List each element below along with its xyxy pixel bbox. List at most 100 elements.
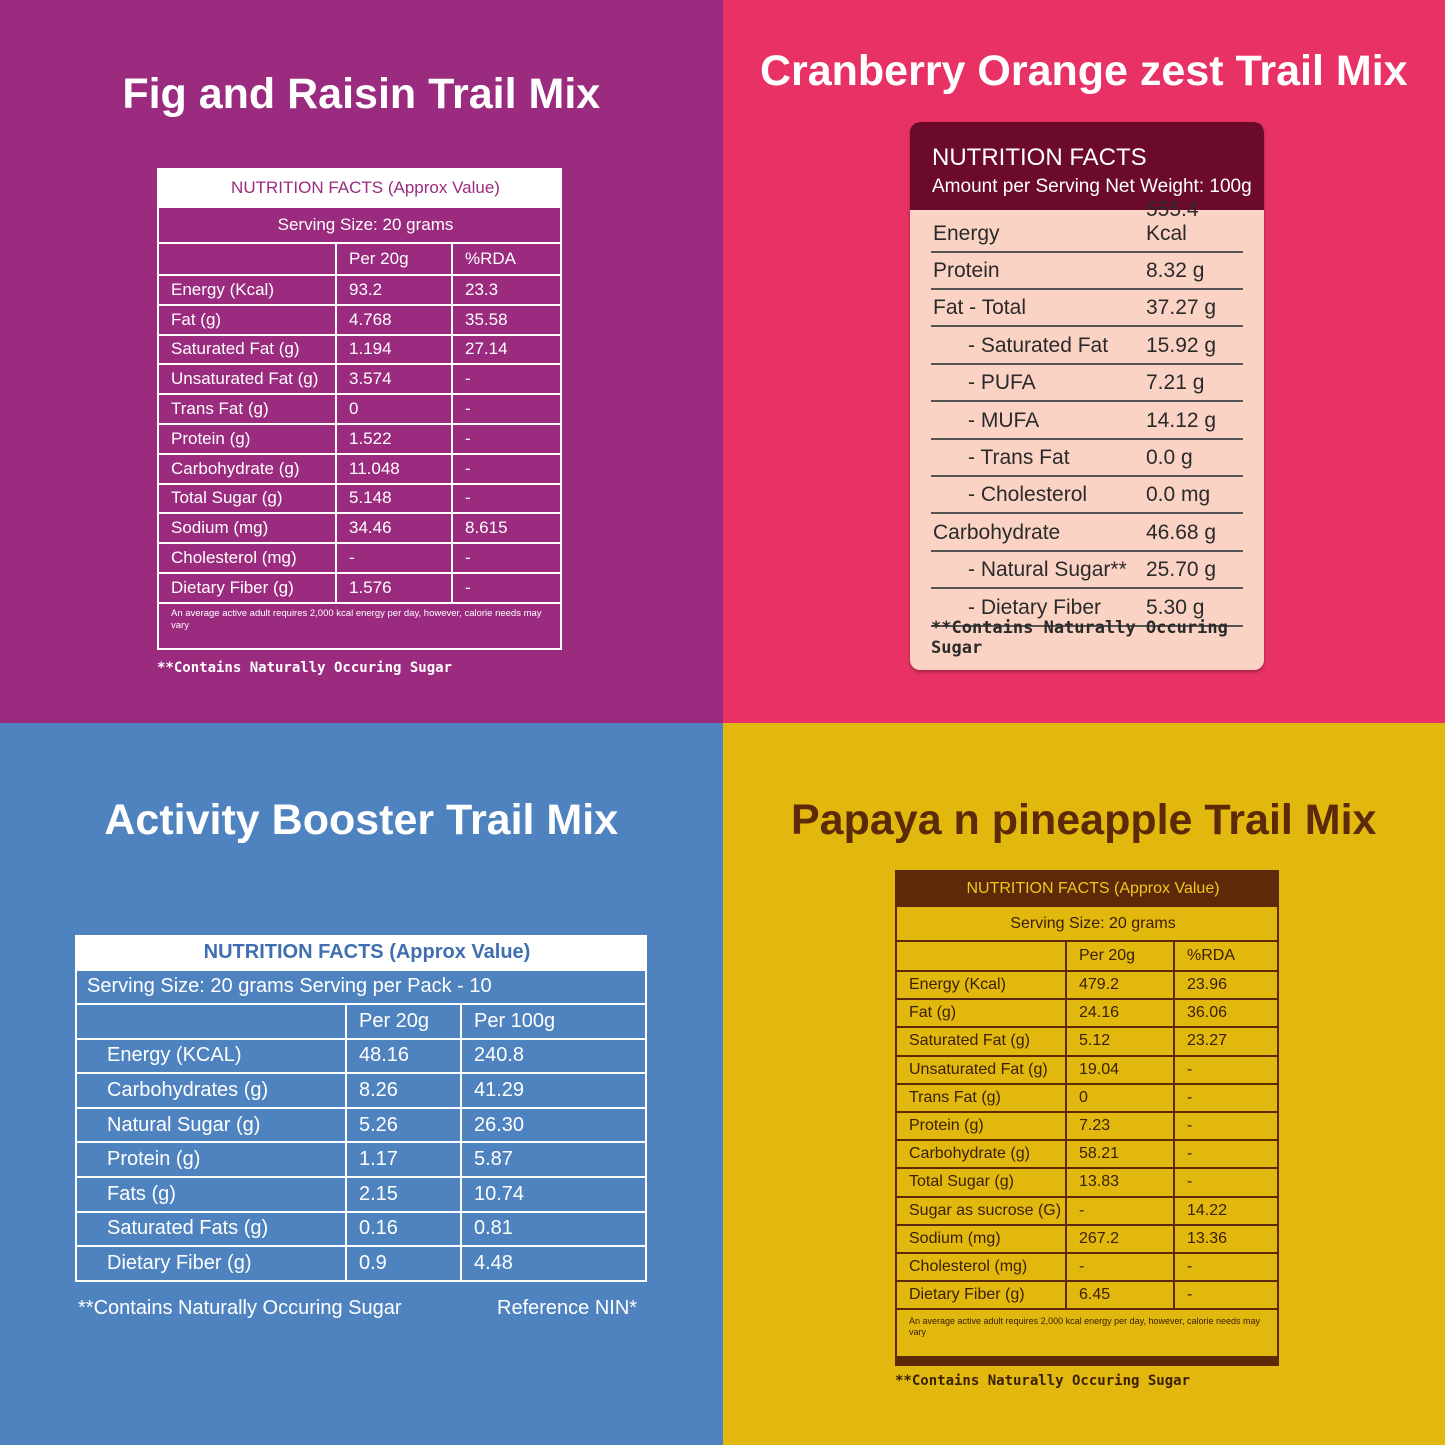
nutrient-value: 46.68 g [1146, 520, 1217, 544]
nutrient-value: 93.2 [335, 274, 453, 306]
footer-note: **Contains Naturally Occuring Sugar [931, 618, 1228, 658]
nutrient-label: Trans Fat (g) [895, 1082, 1067, 1113]
nutrient-row: Total Sugar (g) 5.148- [157, 482, 563, 515]
nutrient-value: - [1173, 1082, 1279, 1113]
nutrient-label: Dietary Fiber (g) [157, 571, 337, 604]
nutrition-table: NUTRITION FACTS (Approx Value) Serving Si… [895, 870, 1279, 1367]
nutrient-label: Carbohydrate [933, 520, 1061, 544]
nutrient-value: 1.194 [335, 333, 453, 366]
nutrient-label: Total Sugar (g) [157, 482, 337, 515]
nutrient-label: Sodium (mg) [157, 512, 337, 545]
nutrient-label: Saturated Fat (g) [157, 333, 337, 366]
nutrient-label: Dietary Fiber (g) [75, 1245, 347, 1282]
nutrient-value: - [1173, 1280, 1279, 1311]
nutrient-value: 479.2 [1065, 969, 1175, 1001]
nutrient-row: Saturated Fats (g) 0.16 0.81 [75, 1210, 647, 1248]
panel: Fig and Raisin Trail Mix NUTRITION FACTS … [0, 0, 723, 723]
nutrient-value: 0 [335, 393, 453, 425]
header-cell [157, 242, 337, 276]
header-cell: Per 20g [335, 242, 453, 276]
nutrient-value: 4.48 [460, 1245, 647, 1282]
nutrient-value: 5.87 [460, 1141, 647, 1179]
nutrient-row: Fat (g) 24.16 36.06 [895, 998, 1279, 1029]
nutrient-value: 8.32 g [1146, 258, 1205, 282]
nutrient-row: Energy 555.4 Kcal [931, 198, 1243, 253]
nutrient-label: Energy (Kcal) [157, 274, 337, 306]
nutrient-value: 24.16 [1065, 998, 1175, 1029]
nutrient-value: - [450, 571, 563, 604]
nutrient-value: 10.74 [460, 1176, 647, 1213]
nutrient-value: 0 [1065, 1082, 1175, 1113]
nutrient-row: Unsaturated Fat (g) 3.574- [157, 363, 563, 396]
nutrient-value: - [1065, 1251, 1175, 1283]
nutrient-row: - PUFA 7.21 g [931, 365, 1243, 403]
header-cell [75, 1003, 347, 1040]
nutrient-label: Saturated Fat (g) [895, 1026, 1067, 1057]
title-row: NUTRITION FACTS (Approx Value) [895, 870, 1279, 907]
nutrient-label: - Natural Sugar** [968, 558, 1127, 582]
nutrient-value: 35.58 [450, 303, 563, 336]
nutrient-value: - [1173, 1167, 1279, 1198]
nutrient-label: Cholesterol (mg) [157, 542, 337, 574]
serving-row: Serving Size: 20 grams [156, 206, 563, 244]
nutrient-value: 25.70 g [1146, 558, 1217, 582]
nutrient-row: Fats (g) 2.15 10.74 [75, 1176, 647, 1213]
title-row: NUTRITION FACTS (Approx Value) [156, 168, 563, 208]
nutrient-value: 2.15 [345, 1176, 462, 1213]
footnote-row: An average active adult requires 2,000 k… [895, 1308, 1279, 1367]
nutrient-label: Carbohydrate (g) [157, 452, 337, 485]
nutrient-label: Carbohydrates (g) [75, 1072, 347, 1109]
nutrient-label: Protein [933, 258, 1000, 282]
nutrient-label: Saturated Fats (g) [75, 1210, 347, 1248]
nutrient-value: 8.615 [450, 512, 563, 545]
nutrient-value: 15.92 g [1146, 333, 1217, 357]
nutrient-label: Fat (g) [157, 303, 337, 336]
sugar-note: **Contains Naturally Occuring Sugar [78, 1296, 402, 1319]
serving-size: Serving Size: 20 grams [895, 905, 1279, 942]
nutrient-value: 7.23 [1065, 1110, 1175, 1142]
sugar-note: **Contains Naturally Occuring Sugar [895, 1372, 1191, 1389]
nutrient-value: 36.06 [1173, 998, 1279, 1029]
nutrient-label: Trans Fat (g) [157, 393, 337, 425]
table-title: NUTRITION FACTS (Approx Value) [895, 870, 1279, 907]
nutrition-table: NUTRITION FACTS (Approx Value) Serving Si… [75, 934, 647, 1282]
nutrient-row: - Natural Sugar** 25.70 g [931, 552, 1243, 590]
footnote: An average active adult requires 2,000 k… [156, 601, 563, 650]
nutrient-label: Protein (g) [157, 422, 337, 455]
nutrient-row: Energy (KCAL) 48.16 240.8 [75, 1037, 647, 1075]
nutrient-value: 240.8 [460, 1037, 647, 1075]
serving-size: Serving Size: 20 grams Serving per Pack … [75, 968, 647, 1006]
table-title: NUTRITION FACTS (Approx Value) [156, 168, 563, 208]
nutrient-value: 7.21 g [1146, 371, 1205, 395]
nutrient-row: Saturated Fat (g) 5.12 23.27 [895, 1026, 1279, 1057]
nutrient-label: Energy [933, 221, 1000, 245]
nutrient-value: 48.16 [345, 1037, 462, 1075]
table-title: NUTRITION FACTS (Approx Value) [75, 934, 647, 971]
nutrient-row: Total Sugar (g) 13.83- [895, 1167, 1279, 1198]
nutrient-value: - [1173, 1251, 1279, 1283]
nutrient-label: Natural Sugar (g) [75, 1106, 347, 1144]
panel: Papaya n pineapple Trail Mix NUTRITION FA… [722, 722, 1445, 1445]
nutrient-value: 0.9 [345, 1245, 462, 1282]
header-cell: %RDA [1173, 940, 1279, 972]
nutrient-row: Sodium (mg) 267.2 13.36 [895, 1223, 1279, 1254]
nutrient-value: 41.29 [460, 1072, 647, 1109]
nutrient-row: Unsaturated Fat (g) 19.04- [895, 1054, 1279, 1085]
header-row: Per 20g %RDA [157, 242, 563, 276]
nutrient-value: - [1173, 1110, 1279, 1142]
nutrient-value: 11.048 [335, 452, 453, 485]
nutrient-label: Fats (g) [75, 1176, 347, 1213]
nutrient-value: 5.30 g [1146, 595, 1205, 619]
nutrient-value: 23.27 [1173, 1026, 1279, 1057]
nutrition-card: NUTRITION FACTS Amount per Serving Net We… [910, 122, 1264, 670]
nutrient-value: 58.21 [1065, 1139, 1175, 1170]
nutrient-value: 14.12 g [1146, 408, 1217, 432]
nutrient-label: Energy (KCAL) [75, 1037, 347, 1075]
nutrient-label: Carbohydrate (g) [895, 1139, 1067, 1170]
nutrient-row: - Saturated Fat 15.92 g [931, 327, 1243, 365]
nutrient-row: - Dietary Fiber 5.30 g [931, 589, 1243, 627]
nutrient-label: Total Sugar (g) [895, 1167, 1067, 1198]
nutrient-value: 0.16 [345, 1210, 462, 1248]
nutrient-value: - [450, 422, 563, 455]
nutrient-label: Sodium (mg) [895, 1223, 1067, 1254]
